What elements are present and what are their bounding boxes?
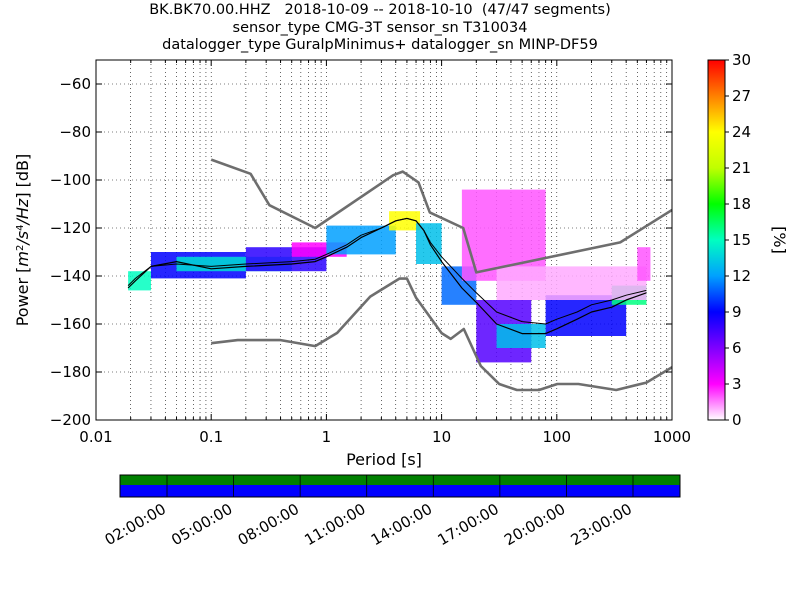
colorbar-tick-label: 27: [732, 87, 751, 105]
density-band: [389, 211, 421, 231]
time-tick-label: 05:00:00: [168, 500, 235, 549]
y-tick-label: −80: [59, 123, 91, 141]
time-tick-label: 08:00:00: [235, 500, 302, 549]
colorbar-tick-label: 30: [732, 51, 751, 69]
time-tick-label: 14:00:00: [368, 500, 435, 549]
nlnm-line: [211, 277, 672, 392]
y-tick-label: −60: [59, 75, 91, 93]
title-line-2: sensor_type CMG-3T sensor_sn T310034: [232, 19, 528, 36]
coverage-frame: [119, 474, 681, 498]
coverage-bar-data: [120, 485, 680, 497]
time-tick-label: 17:00:00: [435, 500, 502, 549]
density-band: [416, 223, 442, 264]
density-band: [128, 271, 151, 291]
x-tick-label: 100: [542, 428, 571, 446]
y-tick-label: −160: [50, 315, 91, 333]
y-axis-label: Power [m2/s4/Hz] [dB]: [13, 154, 32, 327]
y-tick-label: −180: [50, 363, 91, 381]
plot-frame: [95, 59, 673, 421]
density-band: [496, 266, 647, 300]
density-band: [637, 247, 651, 281]
time-tick-label: 11:00:00: [301, 500, 368, 549]
y-axis-ticks: −200 −180 −160 −140 −120 −100 −80 −60: [50, 75, 672, 429]
x-tick-label: 10: [432, 428, 451, 446]
title-line-3: datalogger_type GuralpMinimus+ datalogge…: [162, 37, 598, 53]
title-line-1: BK.BK70.00.HHZ 2018-10-09 -- 2018-10-10 …: [149, 2, 611, 18]
y-tick-label: −100: [50, 171, 91, 189]
colorbar-tick-label: 15: [732, 231, 751, 249]
colorbar-label: [%]: [770, 226, 789, 254]
x-tick-label: 1000: [653, 428, 691, 446]
colorbar-tick-label: 6: [732, 339, 742, 357]
x-tick-label: 0.01: [79, 428, 112, 446]
colorbar-tick-label: 21: [732, 159, 751, 177]
x-tick-label: 0.1: [199, 428, 223, 446]
time-tick-label: 23:00:00: [568, 500, 635, 549]
time-tick-label: 20:00:00: [501, 500, 568, 549]
colorbar-ticks: 0 3 6 9 12 15 18 21 24 27 30: [725, 51, 751, 429]
coverage-timeline: 02:00:00 05:00:00 08:00:00 11:00:00 14:00:00…: [102, 474, 681, 549]
colorbar-tick-label: 9: [732, 303, 742, 321]
x-axis-ticks: 0.01 0.1 1 10 100 1000: [79, 60, 691, 446]
noise-model-lines: [127, 158, 672, 392]
nhnm-line: [210, 158, 672, 274]
time-tick-label: 02:00:00: [102, 500, 169, 549]
coverage-bar-segments: [120, 475, 680, 485]
colorbar-tick-label: 0: [732, 411, 742, 429]
mode-line: [127, 217, 647, 335]
colorbar-tick-label: 18: [732, 195, 751, 213]
density-band: [326, 225, 396, 255]
x-axis-label: Period [s]: [346, 450, 422, 469]
density-band: [496, 324, 546, 348]
chart-title: BK.BK70.00.HHZ 2018-10-09 -- 2018-10-10 …: [0, 2, 760, 55]
x-tick-label: 1: [322, 428, 332, 446]
y-tick-label: −120: [50, 219, 91, 237]
colorbar-tick-label: 12: [732, 267, 751, 285]
colorbar-tick-label: 24: [732, 123, 751, 141]
colorbar: [707, 59, 726, 421]
colorbar-tick-label: 3: [732, 375, 742, 393]
density-heatmap: [128, 189, 651, 363]
y-tick-label: −140: [50, 267, 91, 285]
y-tick-label: −200: [50, 411, 91, 429]
